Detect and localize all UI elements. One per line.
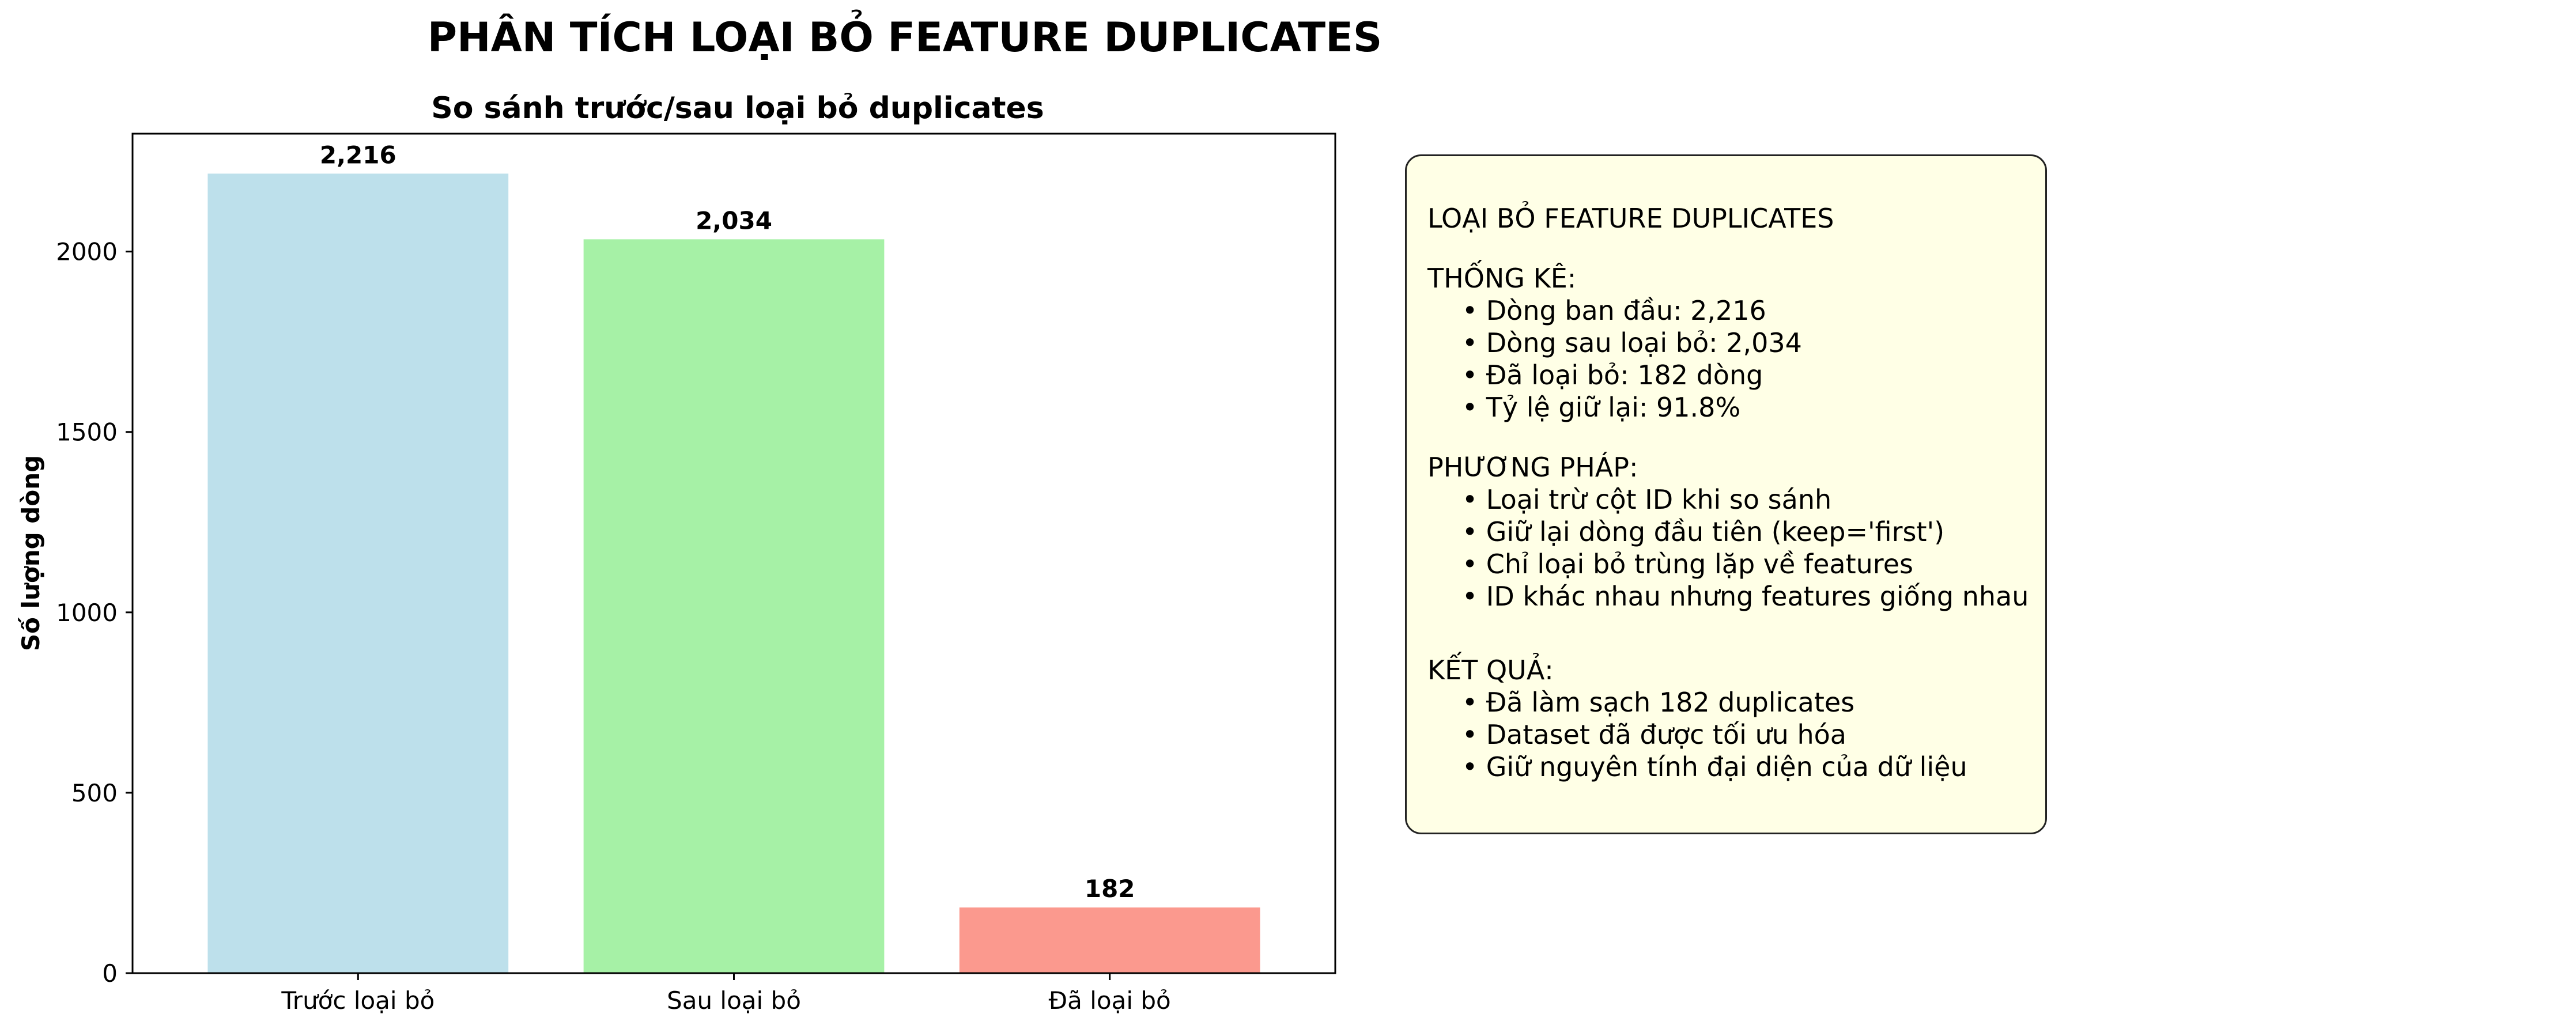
y-tick-label-4: 2000 bbox=[56, 238, 118, 266]
bar-0 bbox=[207, 173, 509, 973]
y-tick-label-0: 0 bbox=[102, 959, 118, 988]
info-panel: LOẠI BỎ FEATURE DUPLICATES THỐNG KÊ: • D… bbox=[1405, 154, 2047, 834]
y-tick-label-2: 1000 bbox=[56, 599, 118, 627]
bars-layer: 2,216 2,034 182 bbox=[207, 141, 1260, 973]
plot-frame bbox=[131, 133, 1336, 974]
info-item: • Giữ lại dòng đầu tiên (keep='first') bbox=[1462, 516, 1945, 547]
data-label-0: 2,216 bbox=[320, 141, 396, 169]
info-item: • Đã loại bỏ: 182 dòng bbox=[1462, 360, 1763, 391]
x-tick-label-2: Đã loại bỏ bbox=[1049, 986, 1171, 1015]
info-item: • Chỉ loại bỏ trùng lặp về features bbox=[1462, 549, 1913, 580]
info-item: • Đã làm sạch 182 duplicates bbox=[1462, 687, 1855, 718]
info-section-heading: THỐNG KÊ: bbox=[1427, 263, 1577, 294]
y-axis-ticks: 0 500 1000 1500 2000 bbox=[56, 238, 133, 988]
y-tick-label-3: 1500 bbox=[56, 418, 118, 447]
info-item: • Dataset đã được tối ưu hóa bbox=[1462, 719, 1846, 750]
info-item: • Dòng sau loại bỏ: 2,034 bbox=[1462, 327, 1802, 358]
x-axis-ticks: Trước loại bỏ Sau loại bỏ Đã loại bỏ bbox=[281, 973, 1171, 1015]
bar-2 bbox=[959, 907, 1260, 973]
info-item: • Loại trừ cột ID khi so sánh bbox=[1462, 484, 1832, 515]
data-label-1: 2,034 bbox=[696, 206, 772, 234]
x-tick-label-1: Sau loại bỏ bbox=[667, 986, 801, 1015]
x-tick-label-0: Trước loại bỏ bbox=[281, 986, 435, 1015]
y-tick-label-1: 500 bbox=[71, 779, 118, 807]
y-axis-label: Số lượng dòng bbox=[17, 455, 45, 651]
info-item: • Dòng ban đầu: 2,216 bbox=[1462, 295, 1766, 326]
info-section-heading: KẾT QUẢ: bbox=[1427, 655, 1554, 686]
info-item: • Giữ nguyên tính đại diện của dữ liệu bbox=[1462, 751, 1967, 782]
page-title: PHÂN TÍCH LOẠI BỎ FEATURE DUPLICATES bbox=[427, 14, 1383, 61]
chart-title: So sánh trước/sau loại bỏ duplicates bbox=[431, 91, 1044, 126]
info-item: • Tỷ lệ giữ lại: 91.8% bbox=[1462, 392, 1741, 423]
info-item: • ID khác nhau nhưng features giống nhau bbox=[1462, 581, 2029, 612]
info-section-heading: PHƯƠNG PHÁP: bbox=[1427, 452, 1638, 483]
data-label-2: 182 bbox=[1085, 875, 1135, 903]
info-title: LOẠI BỎ FEATURE DUPLICATES bbox=[1427, 203, 1834, 234]
bar-1 bbox=[583, 239, 885, 973]
bar-chart: 2,216 2,034 182 0 500 1000 1500 2000 Trước loạ… bbox=[17, 133, 1336, 1015]
